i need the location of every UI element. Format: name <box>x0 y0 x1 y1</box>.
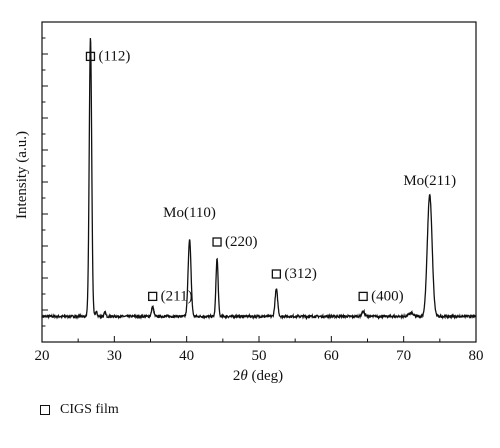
peak-marker-square <box>85 51 96 62</box>
legend-marker-square <box>40 405 50 415</box>
legend-label: CIGS film <box>60 402 119 417</box>
peak-marker-square <box>358 291 368 302</box>
peak-label: Mo(211) <box>403 173 456 189</box>
peak-label: Mo(110) <box>163 205 216 221</box>
peak-annotations: (112) (211) Mo(110) (220) (312) (400) Mo(211) <box>85 48 456 304</box>
x-tick-label: 60 <box>324 348 339 364</box>
x-tick-label: 20 <box>35 348 50 364</box>
peak-label: (220) <box>225 234 258 250</box>
peak-marker-square <box>148 291 158 302</box>
y-axis-title: Intensity (a.u.) <box>14 131 30 219</box>
peak-label: (211) <box>161 288 193 304</box>
xrd-chart: 20 30 40 50 60 70 80 (112) (211) Mo(110) (220) (31… <box>14 21 484 384</box>
peak-label: (112) <box>98 48 130 64</box>
series-line-cigs <box>41 38 477 321</box>
peak-marker-square <box>271 269 282 279</box>
peak-label: (312) <box>284 266 317 282</box>
x-tick-label: 70 <box>396 348 411 364</box>
x-axis-title: 2θ (deg) <box>233 368 283 384</box>
peak-label: (400) <box>371 288 404 304</box>
x-tick-label: 50 <box>252 348 267 364</box>
y-axis-ticks <box>42 21 48 343</box>
legend: CIGS film <box>40 402 119 418</box>
x-tick-label: 40 <box>179 348 194 364</box>
x-axis-ticks: 20 30 40 50 60 70 80 <box>35 336 484 364</box>
x-tick-label: 80 <box>469 348 484 364</box>
x-tick-label: 30 <box>107 348 122 364</box>
peak-marker-square <box>212 237 222 247</box>
